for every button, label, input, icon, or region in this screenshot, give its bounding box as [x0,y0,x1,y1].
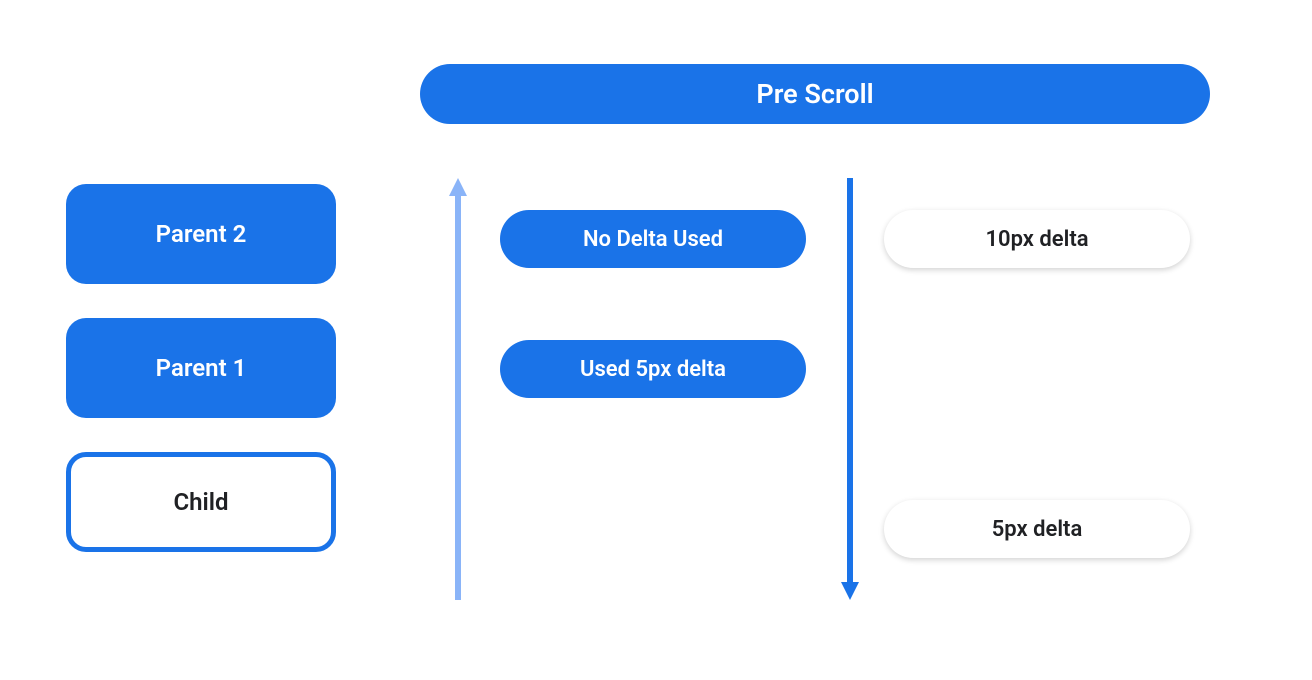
delta-5px-label: 5px delta [992,517,1083,542]
parent2-box: Parent 2 [66,184,336,284]
delta-10px-pill: 10px delta [884,210,1190,268]
header-pill: Pre Scroll [420,64,1210,124]
no-delta-pill: No Delta Used [500,210,806,268]
used-5px-label: Used 5px delta [580,357,726,382]
no-delta-label: No Delta Used [583,227,723,252]
child-label: Child [173,488,228,516]
used-5px-pill: Used 5px delta [500,340,806,398]
delta-10px-label: 10px delta [985,227,1088,252]
parent1-box: Parent 1 [66,318,336,418]
parent2-label: Parent 2 [156,220,247,248]
prescroll-diagram: Pre Scroll Parent 2 Parent 1 Child No De… [0,0,1312,680]
delta-5px-pill: 5px delta [884,500,1190,558]
child-box: Child [66,452,336,552]
header-label: Pre Scroll [756,78,873,110]
parent1-label: Parent 1 [156,354,247,382]
